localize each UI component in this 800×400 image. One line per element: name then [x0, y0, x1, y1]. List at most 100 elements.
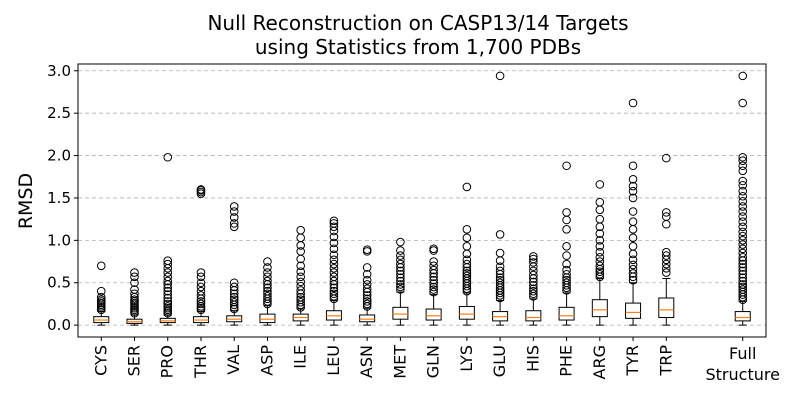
outlier-point — [163, 272, 173, 282]
y-tick-label: 2.0 — [47, 147, 71, 165]
outlier-point — [738, 236, 748, 245]
outlier-point — [628, 275, 638, 285]
outlier-point — [163, 302, 173, 311]
outlier-point — [738, 266, 748, 276]
x-tick-label: ASP — [257, 345, 276, 376]
y-axis-ticks: 0.0 0.5 1.0 1.5 2.0 2.5 3.0 — [47, 62, 78, 334]
outlier-point — [263, 276, 272, 286]
outlier-point — [595, 180, 605, 189]
box-pro — [159, 152, 176, 326]
outlier-point — [396, 273, 405, 282]
outlier-point — [196, 268, 206, 277]
outlier-point — [163, 286, 173, 296]
outlier-point — [329, 289, 339, 299]
outlier-point — [661, 153, 671, 163]
box-arg — [591, 180, 608, 326]
outlier-point — [429, 272, 438, 282]
outlier-point — [296, 286, 305, 295]
outlier-point — [429, 257, 438, 266]
outlier-point — [296, 295, 305, 304]
y-tick-label: 2.5 — [47, 104, 71, 122]
outlier-point — [163, 152, 173, 162]
outlier-point — [396, 266, 405, 276]
outlier-point — [329, 283, 339, 293]
y-tick-label: 1.5 — [47, 189, 71, 207]
outlier-point — [396, 282, 405, 292]
y-gridlines — [78, 70, 766, 326]
outlier-point — [296, 292, 305, 302]
y-tick-label: 1.0 — [47, 231, 71, 249]
outlier-point — [329, 272, 339, 282]
box-iqr — [734, 311, 751, 322]
outlier-point — [628, 233, 638, 243]
outlier-point — [362, 247, 372, 256]
chart-title-line-2: using Statistics from 1,700 PDBs — [255, 35, 581, 59]
outlier-point — [738, 231, 748, 241]
outlier-point — [628, 175, 638, 184]
outlier-point — [362, 299, 372, 309]
outlier-point — [628, 241, 638, 251]
outlier-point — [229, 219, 239, 228]
outlier-point — [495, 71, 505, 81]
x-tick-label: Structure — [706, 365, 780, 384]
outlier-point — [495, 275, 505, 285]
outlier-point — [738, 166, 748, 176]
outlier-point — [429, 265, 438, 275]
box-met — [392, 237, 409, 326]
x-tick-label: CYS — [91, 345, 110, 376]
outlier-point — [329, 244, 339, 254]
outlier-point — [628, 260, 638, 270]
outlier-point — [661, 251, 671, 260]
outlier-point — [196, 297, 206, 306]
outlier-point — [296, 261, 305, 271]
outlier-point — [595, 267, 605, 277]
outlier-point — [229, 289, 239, 299]
outlier-point — [529, 252, 538, 261]
x-tick-label: LYS — [457, 345, 476, 372]
outlier-point — [163, 268, 173, 277]
y-axis-label: RMSD — [15, 173, 37, 229]
outlier-point — [362, 297, 372, 306]
box-ser — [126, 268, 143, 326]
outlier-point — [296, 277, 305, 287]
outlier-point — [595, 269, 605, 279]
x-tick-label: GLN — [424, 345, 443, 378]
box-asn — [359, 245, 376, 326]
outlier-point — [196, 282, 206, 292]
outlier-point — [462, 269, 472, 278]
outlier-point — [296, 281, 305, 291]
outlier-point — [595, 236, 605, 245]
outlier-point — [529, 266, 538, 276]
outlier-point — [628, 264, 638, 274]
x-tick-label: SER — [125, 345, 144, 376]
outlier-point — [738, 248, 748, 258]
outlier-point — [130, 278, 139, 288]
x-tick-label: VAL — [224, 345, 243, 375]
outlier-point — [130, 268, 139, 277]
outlier-point — [196, 299, 206, 309]
outlier-point — [229, 295, 239, 304]
outlier-point — [163, 276, 173, 286]
outlier-point — [738, 152, 748, 162]
box-iqr — [625, 302, 642, 319]
outlier-point — [529, 277, 538, 287]
outlier-point — [562, 269, 571, 279]
outlier-point — [429, 279, 438, 288]
outlier-point — [738, 98, 748, 108]
outlier-point — [661, 259, 671, 269]
outlier-point — [628, 249, 638, 259]
x-tick-label: GLU — [490, 345, 509, 377]
outlier-point — [163, 256, 173, 265]
outlier-point — [462, 225, 472, 234]
outlier-point — [362, 291, 372, 300]
outlier-point — [196, 286, 206, 296]
outlier-point — [96, 292, 106, 302]
outlier-point — [163, 293, 173, 303]
outlier-point — [628, 181, 638, 191]
outlier-point — [462, 255, 472, 265]
outlier-point — [562, 225, 571, 234]
outlier-point — [462, 182, 472, 192]
outlier-point — [296, 272, 305, 282]
outlier-point — [329, 232, 339, 242]
outlier-point — [738, 240, 748, 249]
